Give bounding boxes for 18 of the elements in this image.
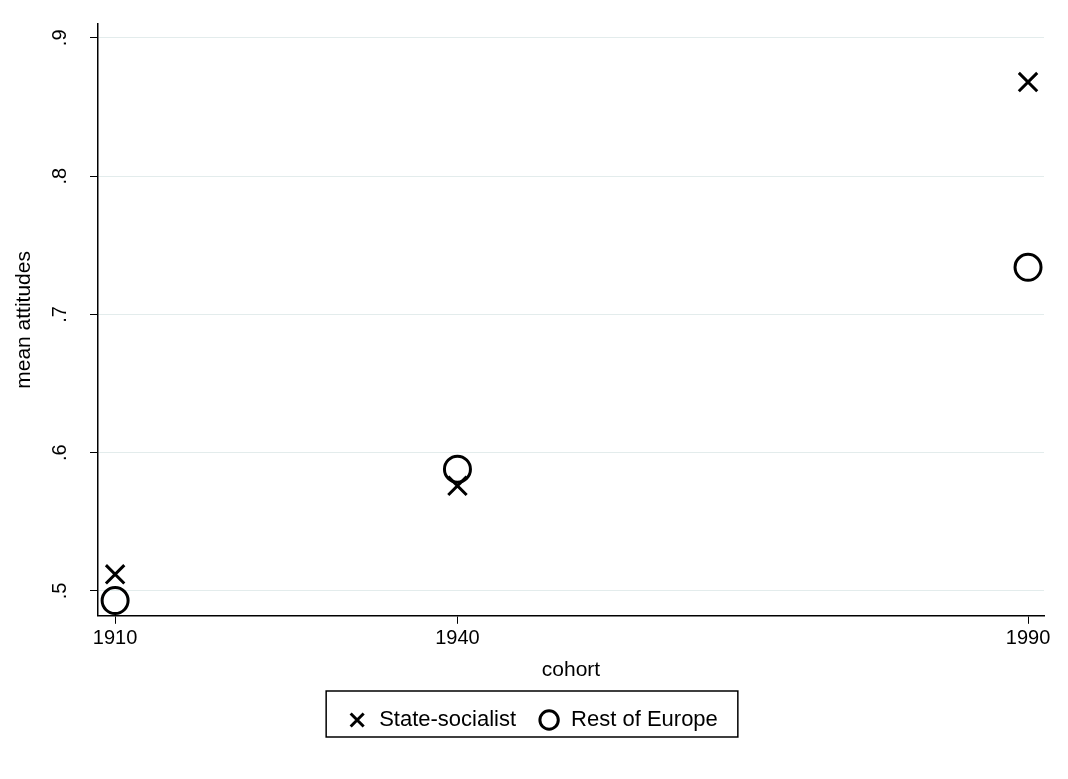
point	[104, 563, 126, 586]
y-tick-label: .6	[47, 444, 70, 461]
x-tick-label: 1940	[435, 626, 480, 649]
y-tick-label: .9	[47, 29, 70, 47]
y-tick-label: .8	[47, 167, 70, 185]
y-tick-label: .7	[47, 306, 70, 323]
legend-label: Rest of Europe	[571, 706, 718, 732]
x-tick-label: 1990	[1005, 626, 1051, 649]
y-axis-title: mean attitudes	[11, 251, 35, 389]
y-tick-label: .5	[47, 582, 70, 600]
x-axis-title: cohort	[541, 657, 601, 681]
point	[446, 475, 469, 497]
point	[1013, 252, 1043, 282]
x-tick-label: 1910	[92, 626, 138, 649]
point	[100, 586, 130, 616]
point	[1017, 71, 1039, 93]
point	[442, 454, 472, 484]
legend-label: State-socialist	[379, 706, 517, 732]
